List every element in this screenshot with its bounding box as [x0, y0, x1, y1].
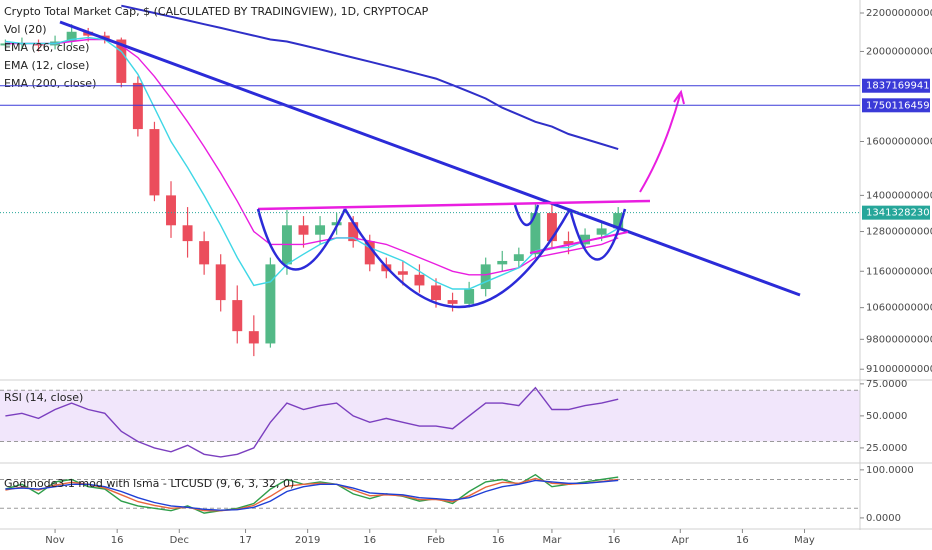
series-line: [121, 4, 619, 151]
series-line: [5, 477, 619, 512]
candle-body: [166, 195, 176, 226]
symbol-title: Crypto Total Market Cap, $ (CALCULATED B…: [4, 5, 429, 18]
candle-body: [215, 264, 226, 301]
y-tick-label: 25.0000: [866, 443, 907, 454]
y-tick-label: 50.0000: [866, 411, 907, 422]
x-tick-label: 2019: [295, 535, 320, 546]
candle-body: [497, 260, 508, 265]
candle-body: [580, 234, 591, 245]
indicator-label: EMA (26, close): [4, 41, 89, 54]
candle-body: [431, 285, 441, 301]
candle-body: [364, 241, 375, 265]
candle-body: [298, 225, 309, 235]
candle-body: [480, 264, 491, 290]
x-tick-label: 16: [363, 535, 376, 546]
x-tick-label: 16: [736, 535, 749, 546]
y-tick-label: 220000000000: [866, 8, 932, 19]
candle-body: [315, 225, 326, 235]
price-label: 175011645998: [866, 100, 932, 111]
price-label-box: [862, 98, 930, 113]
neckline: [257, 199, 651, 211]
candle-body: [464, 289, 475, 304]
series-line: [5, 479, 619, 511]
y-tick-label: 75.0000: [866, 379, 907, 390]
indicator-label: RSI (14, close): [4, 391, 83, 404]
candle-body: [563, 241, 574, 245]
series-line: [5, 36, 619, 290]
y-tick-label: 98000000000: [866, 334, 932, 345]
last-price-box: [862, 205, 930, 220]
cup-large: [343, 208, 572, 309]
y-tick-label: 160000000000: [866, 136, 932, 147]
candle-body: [348, 222, 359, 242]
candle-body: [397, 271, 408, 275]
y-tick-label: 116000000000: [866, 266, 932, 277]
candle-body: [530, 213, 541, 255]
candle-body: [414, 274, 425, 286]
x-tick-label: May: [794, 535, 815, 546]
indicator-label: EMA (200, close): [4, 77, 96, 90]
drawings: [59, 20, 801, 309]
price-label-box: [862, 78, 930, 93]
x-tick-label: Nov: [45, 535, 65, 546]
candle-body: [33, 43, 44, 46]
marks: [0, 4, 860, 514]
support-line: [529, 231, 629, 254]
target-arrow: [639, 94, 681, 193]
x-tick-label: 16: [111, 535, 124, 546]
x-tick-label: 16: [608, 535, 621, 546]
pane-borders: [0, 0, 932, 530]
candle-body: [66, 31, 77, 42]
rsi-band: [0, 390, 860, 442]
cup-mini: [513, 204, 540, 227]
y-tick-label: 0.0000: [866, 513, 901, 524]
last-price-label: 134132823045: [866, 208, 932, 219]
y-tick-label: 106000000000: [866, 303, 932, 314]
x-tick-label: Feb: [427, 535, 445, 546]
candle-body: [447, 300, 458, 304]
candle-body: [149, 129, 160, 196]
series-line: [5, 386, 619, 458]
y-tick-label: 100.0000: [866, 465, 914, 476]
candle-body: [199, 241, 210, 265]
candle-body: [513, 254, 524, 261]
trend-line: [59, 20, 801, 297]
candle-body: [546, 213, 557, 242]
candle-body: [0, 43, 11, 46]
indicator-label: Vol (20): [4, 23, 47, 36]
x-tick-label: Dec: [170, 535, 189, 546]
candle-body: [596, 228, 607, 235]
y-tick-label: 140000000000: [866, 190, 932, 201]
arrow-head: [673, 89, 685, 105]
price-label: 183716994163: [866, 81, 932, 92]
x-tick-label: Apr: [672, 535, 690, 546]
candle-body: [613, 213, 624, 229]
x-tick-label: Mar: [543, 535, 563, 546]
indicator-label: Godmode3.1 mod with lsma - LTCUSD (9, 6,…: [4, 477, 294, 490]
candle-body: [132, 82, 143, 130]
candle-body: [265, 264, 276, 344]
candle-body: [232, 300, 243, 332]
cup-small: [256, 208, 347, 271]
x-tick-label: 17: [239, 535, 252, 546]
y-tick-label: 91000000000: [866, 364, 932, 375]
y-tick-label: 200000000000: [866, 46, 932, 57]
cup-right: [568, 208, 627, 261]
candle-body: [116, 39, 127, 83]
x-tick-label: 16: [492, 535, 505, 546]
candle-body: [182, 225, 193, 242]
y-tick-label: 128000000000: [866, 227, 932, 238]
candle-body: [248, 331, 259, 344]
indicator-label: EMA (12, close): [4, 59, 89, 72]
